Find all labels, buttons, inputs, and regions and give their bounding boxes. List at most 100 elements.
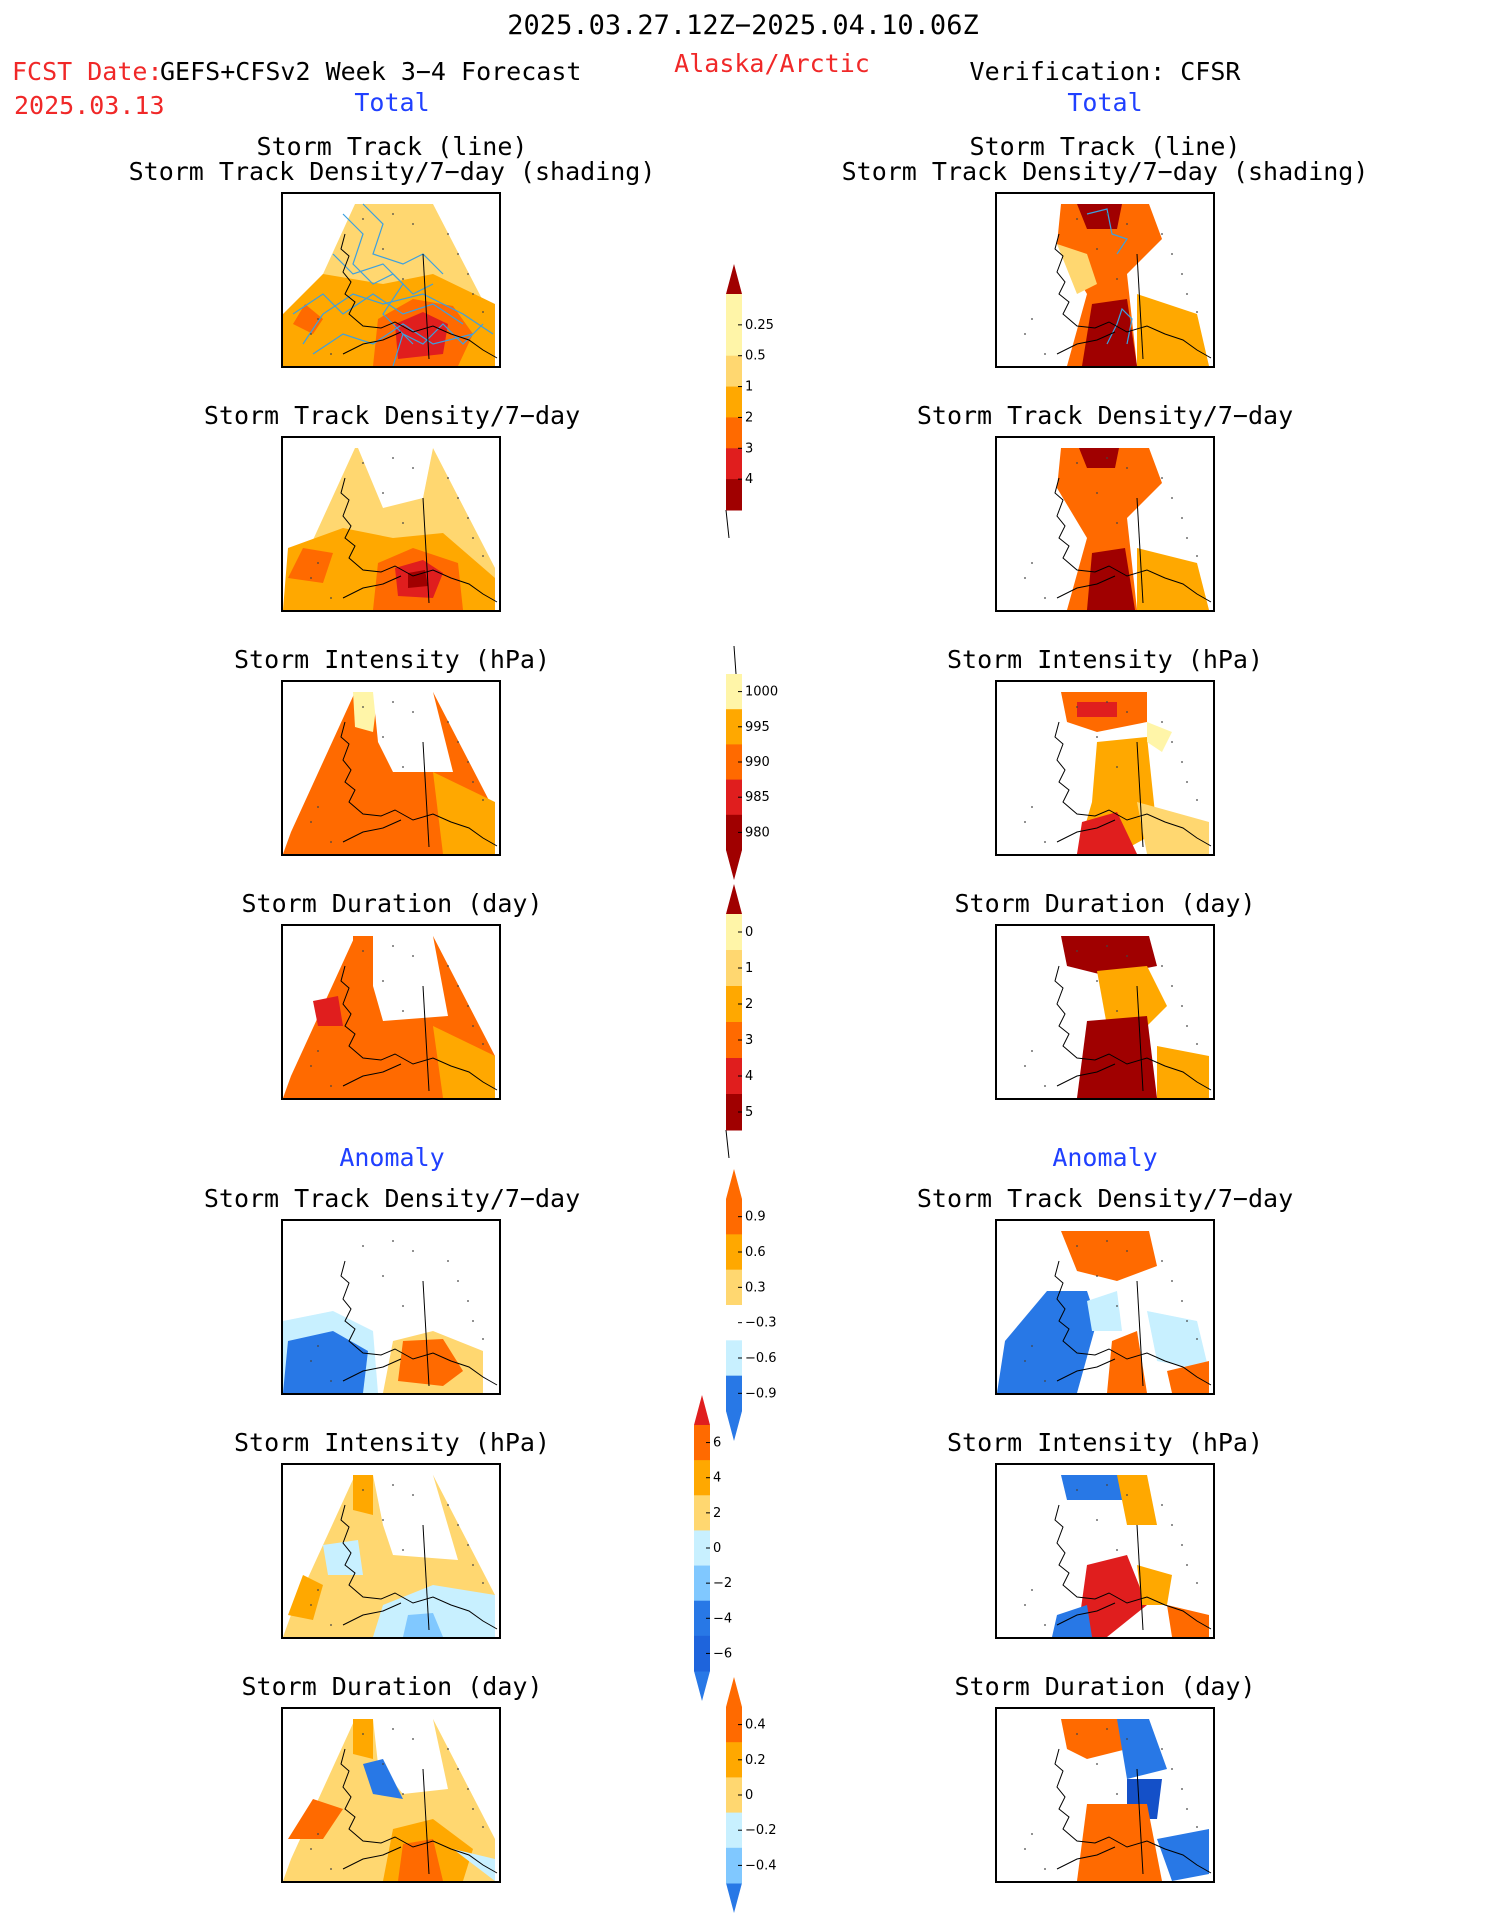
graticule-dot	[382, 248, 384, 250]
graticule-dot	[412, 467, 414, 469]
graticule-dot	[330, 1085, 332, 1087]
map-obs-duration	[995, 924, 1215, 1100]
graticule-dot	[412, 1494, 414, 1496]
graticule-dot	[1031, 1345, 1033, 1347]
shaded-region	[1137, 1565, 1172, 1605]
graticule-dot	[317, 318, 319, 320]
colorbar-tick-label: 0	[713, 1541, 721, 1556]
graticule-dot	[330, 1380, 332, 1382]
graticule-dot	[1126, 1738, 1128, 1740]
colorbar-tick-label: −2	[713, 1576, 732, 1591]
graticule-dot	[402, 1549, 404, 1551]
graticule-dot	[412, 1250, 414, 1252]
storm-track-line	[302, 293, 494, 345]
graticule-dot	[1106, 945, 1108, 947]
shaded-region	[1097, 966, 1167, 1036]
graticule-dot	[1126, 223, 1128, 225]
colorbar-tick-label: 1000	[745, 685, 778, 700]
title-duration-right: Storm Duration (day)	[954, 889, 1256, 918]
graticule-dot	[1181, 273, 1183, 275]
graticule-dot	[310, 1604, 312, 1606]
shaded-region	[363, 1759, 403, 1799]
graticule-dot	[1116, 1305, 1118, 1307]
graticule-dot	[1031, 1050, 1033, 1052]
border-line	[422, 741, 430, 848]
colorbar-tick-label: 0	[745, 925, 753, 940]
shaded-region	[353, 936, 378, 971]
shaded-region	[1077, 702, 1117, 717]
colorbar-bottom-tip	[726, 1883, 742, 1913]
colorbar-segment	[726, 814, 742, 851]
colorbar-density: 0.25 0.5 1 2 3 4	[725, 264, 774, 539]
title-track-density-shading-right: Storm Track Density/7−day (shading)	[841, 157, 1369, 186]
colorbar-top-tip	[694, 1395, 710, 1425]
graticule-dot	[362, 950, 364, 952]
shaded-region	[1137, 294, 1209, 366]
colorbar-anom-intensity: 6 4 2 0 −2 −4 −6	[694, 1395, 732, 1701]
shaded-region	[1052, 1605, 1092, 1637]
shaded-region	[353, 1475, 373, 1515]
colorbar-segment	[694, 1530, 710, 1567]
graticule-dot	[382, 980, 384, 982]
graticule-dot	[402, 1010, 404, 1012]
graticule-dot	[1116, 1549, 1118, 1551]
shaded-region	[358, 448, 433, 508]
graticule-dot	[1044, 1624, 1046, 1626]
total-label-left: Total	[354, 88, 430, 117]
coastline	[342, 1063, 402, 1087]
graticule-dot	[1044, 597, 1046, 599]
graticule-dot	[362, 706, 364, 708]
graticule-dot	[1196, 1582, 1198, 1584]
border-line	[1136, 253, 1144, 360]
graticule-dot	[1171, 741, 1173, 743]
coastline	[342, 331, 402, 355]
shaded-region	[353, 1719, 373, 1759]
graticule-dot	[1116, 278, 1118, 280]
graticule-dot	[1186, 1564, 1188, 1566]
graticule-dot	[457, 1768, 459, 1770]
graticule-dot	[1076, 1245, 1078, 1247]
colorbar-segment	[726, 479, 742, 511]
graticule-dot	[1106, 1728, 1108, 1730]
colorbar-segment	[726, 1269, 742, 1306]
graticule-dot	[1096, 1275, 1098, 1277]
graticule-dot	[1024, 333, 1026, 335]
shaded-region	[293, 304, 323, 334]
map-obs-intensity	[995, 680, 1215, 856]
graticule-dot	[1181, 1544, 1183, 1546]
coastline	[340, 1748, 498, 1874]
graticule-dot	[392, 1240, 394, 1242]
graticule-dot	[1186, 1808, 1188, 1810]
colorbar-top-tip	[726, 884, 742, 914]
colorbar-segment	[726, 1707, 742, 1743]
coastline	[340, 1260, 498, 1386]
graticule-dot	[1106, 213, 1108, 215]
graticule-dot	[447, 1260, 449, 1262]
graticule-dot	[402, 1793, 404, 1795]
colorbar-segment	[726, 1777, 742, 1814]
colorbar-tick-label: 985	[745, 790, 770, 805]
graticule-dot	[362, 1245, 364, 1247]
shaded-region	[1061, 1475, 1127, 1500]
graticule-dot	[1171, 1280, 1173, 1282]
colorbar-top-tip	[726, 1169, 742, 1199]
colorbar-segment	[726, 986, 742, 1023]
border-line	[422, 1524, 430, 1631]
graticule-dot	[1181, 1005, 1183, 1007]
colorbar-segment	[726, 448, 742, 480]
graticule-dot	[1106, 457, 1108, 459]
graticule-dot	[1024, 821, 1026, 823]
colorbar-tick-label: 0.25	[745, 318, 774, 333]
graticule-dot	[1161, 721, 1163, 723]
colorbar-tick-label: 1	[745, 380, 753, 395]
colorbar-segment	[726, 1022, 742, 1059]
graticule-dot	[412, 711, 414, 713]
fcst-date: 2025.03.13	[14, 91, 165, 120]
shaded-region	[323, 1540, 363, 1575]
title-density-right: Storm Track Density/7−day	[916, 401, 1294, 430]
shaded-region	[398, 1339, 463, 1386]
colorbar-segment	[694, 1425, 710, 1461]
graticule-dot	[1161, 477, 1163, 479]
graticule-dot	[392, 1728, 394, 1730]
graticule-dot	[482, 1826, 484, 1828]
